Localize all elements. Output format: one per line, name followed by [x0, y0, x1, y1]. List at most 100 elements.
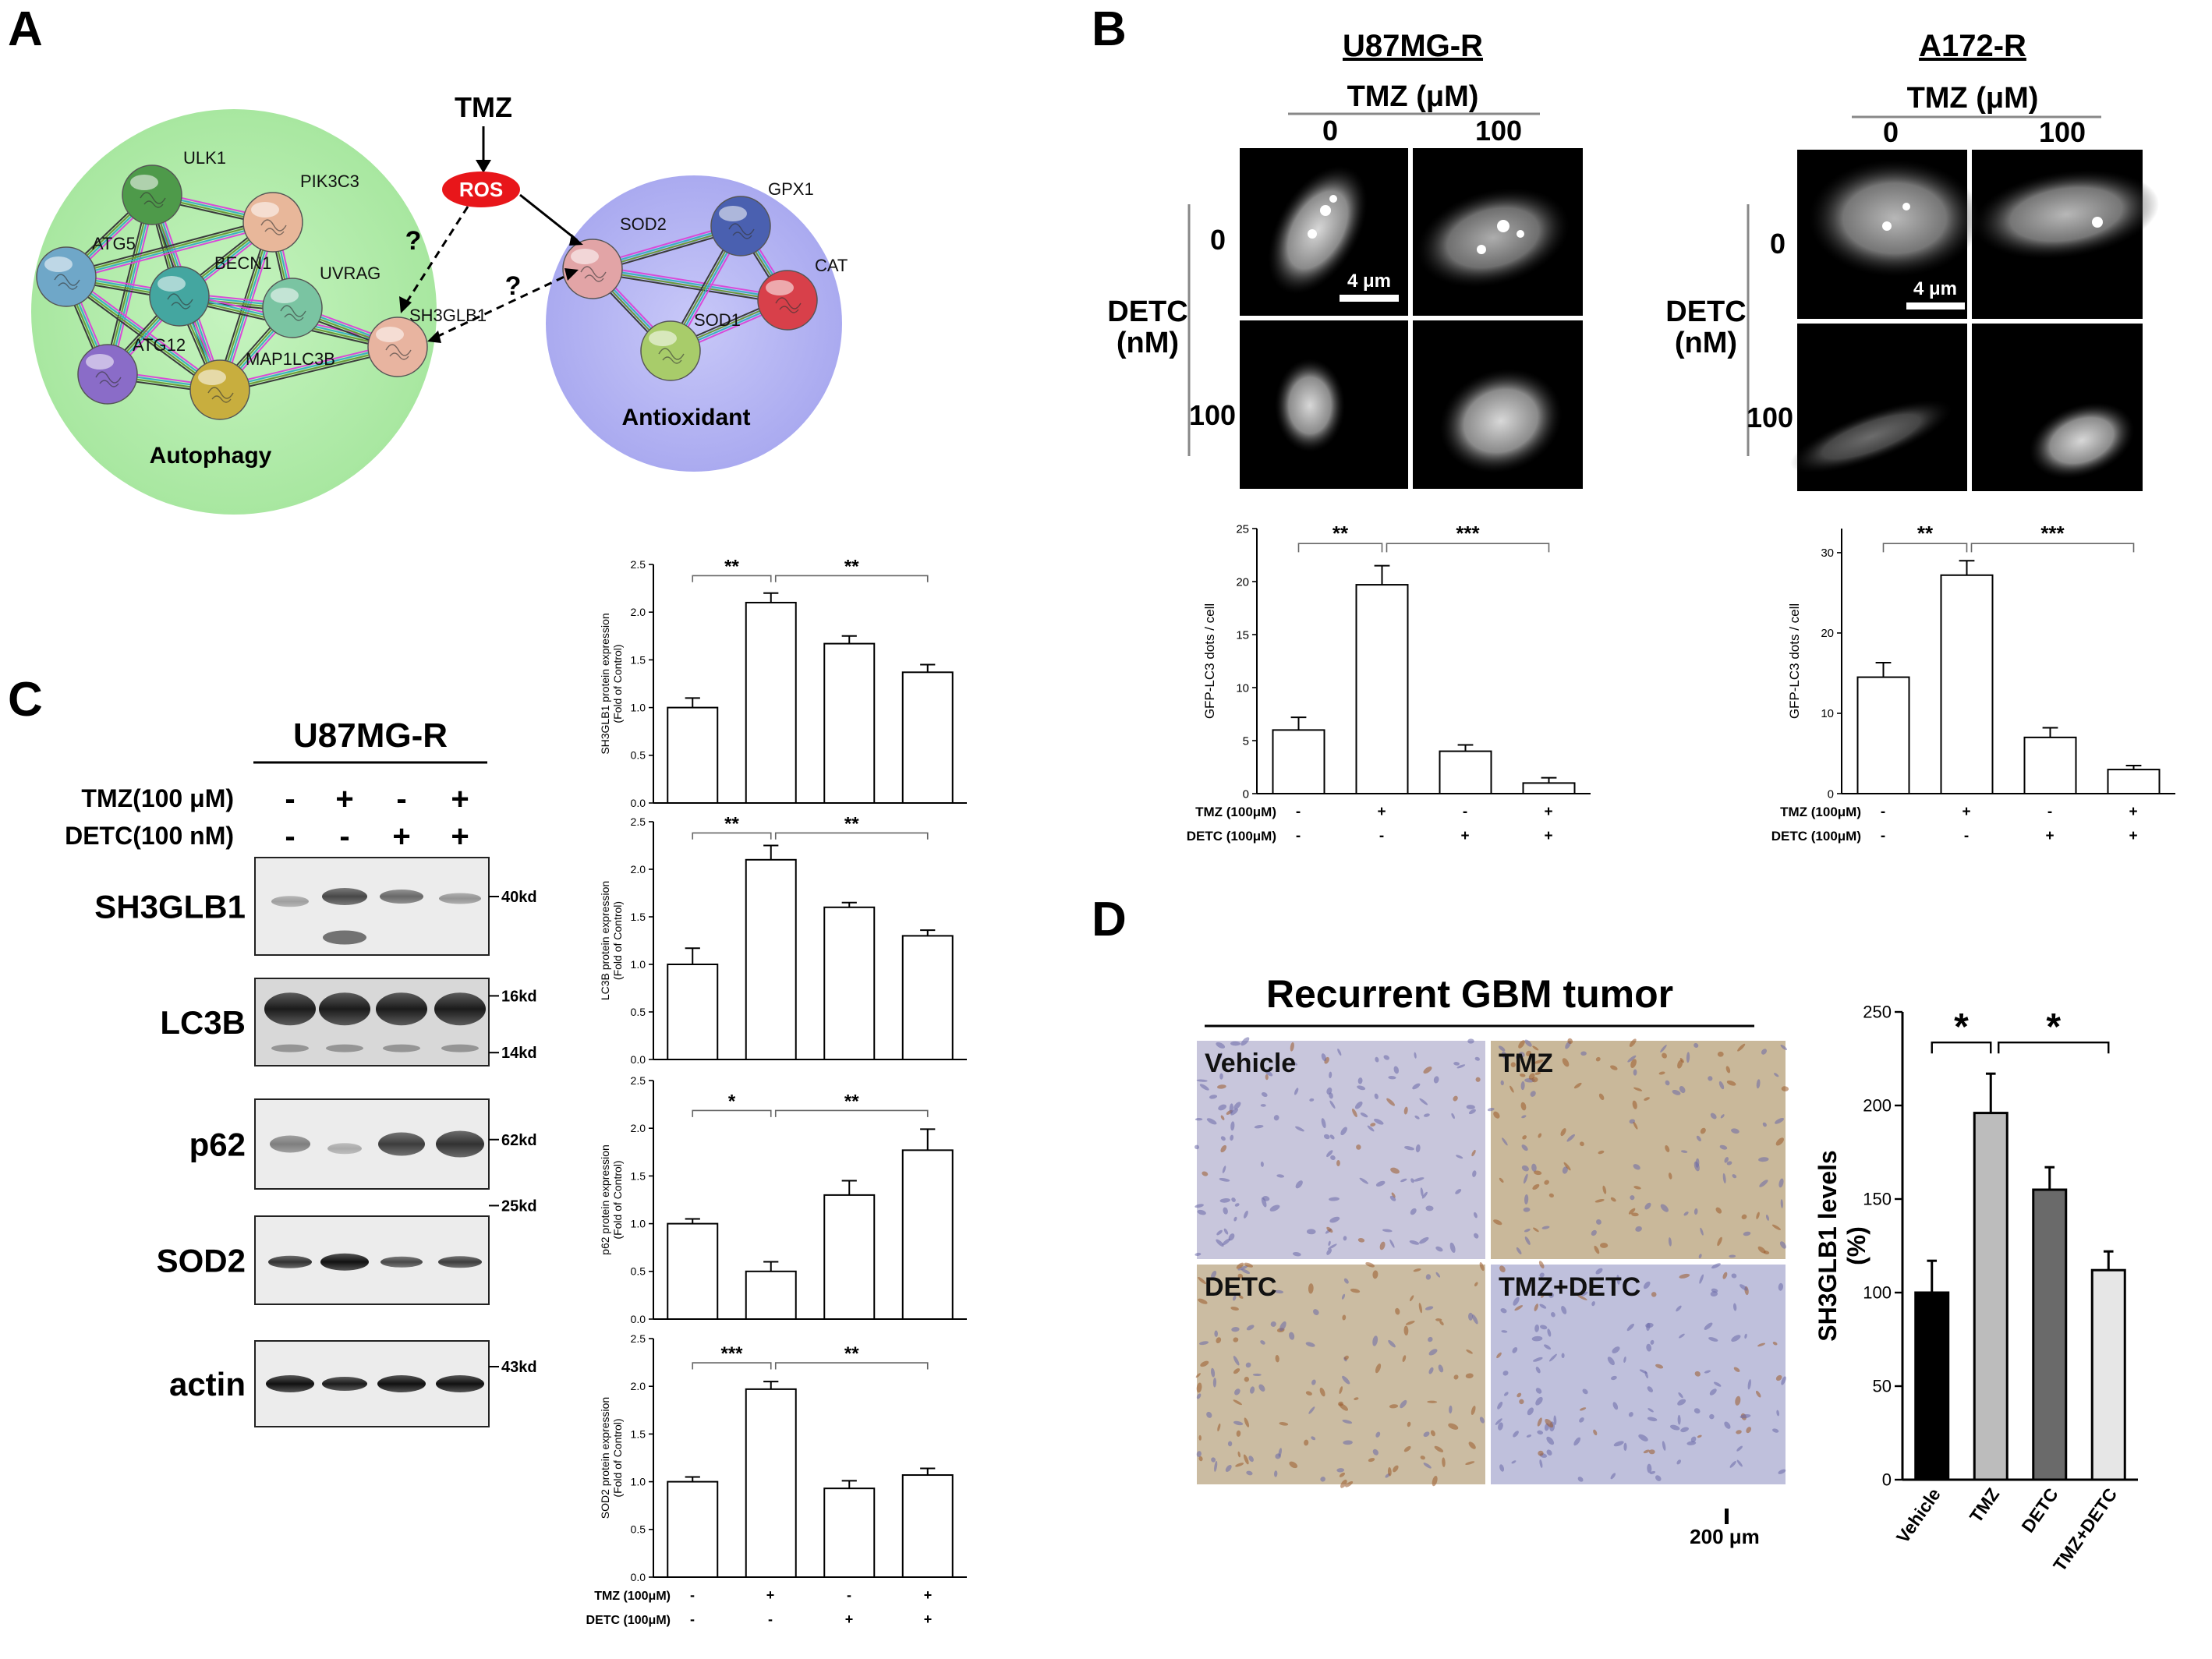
tissue-nucleus [1211, 1271, 1217, 1279]
tissue-nucleus [1680, 1427, 1689, 1433]
tissue-nucleus [1365, 1261, 1375, 1268]
tissue-nucleus [1227, 1441, 1233, 1447]
tissue-nucleus [1403, 1106, 1408, 1115]
tissue-nucleus [1222, 1166, 1226, 1173]
tmz-label: TMZ [455, 91, 512, 123]
tissue-nucleus [1598, 1150, 1605, 1155]
panel-d-scale-bar [1725, 1509, 1729, 1524]
tissue-nucleus [1493, 1219, 1502, 1226]
tissue-nucleus [1197, 1209, 1206, 1215]
tissue-nucleus [1731, 1273, 1737, 1279]
tissue-nucleus [1718, 1081, 1725, 1090]
tissue-nucleus [1680, 1150, 1688, 1153]
tissue-nucleus [1218, 1104, 1227, 1111]
tissue-nucleus [1238, 1295, 1244, 1299]
significance-bracket [1931, 1042, 1992, 1054]
tissue-nucleus [1428, 1367, 1434, 1374]
marker-label: 43kd [501, 1359, 537, 1376]
tissue-nucleus [1709, 1413, 1715, 1420]
tissue-nucleus [1305, 1342, 1315, 1347]
tissue-nucleus [1646, 1343, 1652, 1352]
blot-label: actin [169, 1366, 246, 1403]
tissue-nucleus [1779, 1241, 1786, 1249]
tissue-nucleus [1329, 1071, 1333, 1079]
blot-band [327, 1143, 362, 1155]
a172-dot [1882, 221, 1892, 231]
marker-label: 40kd [501, 889, 537, 906]
tissue-nucleus [1677, 1399, 1686, 1406]
y-axis-label: GFP-LC3 dots / cell [1787, 603, 1802, 719]
tissue-nucleus [1534, 1324, 1540, 1332]
tissue-nucleus [1726, 1161, 1732, 1166]
tissue-nucleus [1389, 1404, 1399, 1409]
tissue-nucleus [1479, 1417, 1485, 1424]
tissue-nucleus [1375, 1363, 1382, 1374]
y-tick-label: 0.5 [631, 1265, 646, 1278]
tissue-nucleus [1534, 1304, 1539, 1311]
bar [667, 964, 719, 1060]
tissue-nucleus [1343, 1278, 1349, 1284]
y-tick-label: 50 [1873, 1377, 1892, 1396]
y-tick-label: 2.0 [631, 1380, 646, 1392]
tissue-nucleus [1743, 1231, 1751, 1236]
tissue-nucleus [1599, 1243, 1609, 1248]
tissue-nucleus [1342, 1314, 1347, 1321]
tissue-nucleus [1747, 1379, 1751, 1390]
tissue-nucleus [1432, 1476, 1438, 1487]
tissue-nucleus [1761, 1049, 1768, 1055]
u87-dot [1308, 229, 1317, 239]
protein-structure-glyph [167, 293, 193, 310]
tissue-nucleus [1329, 1100, 1336, 1109]
tissue-nucleus [1772, 1428, 1779, 1433]
network-edge [592, 271, 787, 305]
tissue-nucleus [1336, 1468, 1345, 1473]
tissue-nucleus [1254, 1125, 1264, 1129]
tissue-nucleus [1633, 1121, 1638, 1130]
tissue-nucleus [1726, 1080, 1736, 1086]
a172-cell-3 [1790, 399, 1952, 474]
tissue-nucleus [1311, 1436, 1316, 1441]
significance-bracket [692, 832, 772, 840]
tissue-nucleus [1514, 1305, 1524, 1311]
tissue-nucleus [1407, 1421, 1411, 1427]
bar [2090, 1268, 2126, 1481]
protein-node-label: SH3GLB1 [409, 306, 487, 325]
tissue-nucleus [1292, 1251, 1301, 1257]
tissue-nucleus [1755, 1390, 1761, 1398]
tissue-nucleus [1729, 1254, 1736, 1258]
significance-stars: *** [2040, 522, 2065, 545]
treatment-table-b1: TMZ (100μM) - + - + DETC (100μM) - - + + [1187, 804, 1553, 844]
blot-sod2: SOD2 25kd [157, 1197, 537, 1305]
tissue-nucleus [1319, 1387, 1325, 1397]
protein-node-label: BECN1 [214, 253, 271, 273]
tissue-nucleus [1757, 1342, 1766, 1347]
tissue-nucleus [1415, 1144, 1421, 1153]
significance-bracket [774, 1362, 929, 1370]
tissue-nucleus [1532, 1183, 1540, 1190]
tissue-nucleus [1206, 1411, 1212, 1418]
ros-to-sod2-arrow [519, 193, 578, 242]
protein-structure-glyph [728, 223, 755, 239]
bar [1973, 1112, 2008, 1481]
question-mark-1: ? [405, 226, 422, 256]
y-tick-label: 0.5 [631, 1006, 646, 1018]
tissue-nucleus [1594, 1198, 1605, 1203]
a172-r-row-100: 100 [1747, 401, 1793, 433]
tissue-nucleus [1386, 1098, 1396, 1106]
tissue-nucleus [1246, 1470, 1253, 1476]
y-tick-label: 2.5 [631, 1074, 646, 1087]
tissue-nucleus [1198, 1276, 1207, 1285]
tissue-nucleus [1345, 1480, 1354, 1487]
tissue-nucleus [1216, 1084, 1226, 1089]
blot-band [271, 896, 309, 907]
tissue-nucleus [1711, 1263, 1721, 1269]
tissue-nucleus [1548, 1292, 1554, 1298]
tissue-nucleus [1562, 1166, 1568, 1174]
protein-node-ball [149, 266, 210, 327]
tissue-nucleus [1420, 1187, 1424, 1197]
tissue-nucleus [1697, 1434, 1702, 1438]
u87mg-r-scale-label: 4 μm [1347, 271, 1391, 292]
tissue-nucleus [1704, 1370, 1711, 1374]
tissue-nucleus [1388, 1339, 1396, 1348]
tissue-nucleus [1357, 1085, 1366, 1091]
